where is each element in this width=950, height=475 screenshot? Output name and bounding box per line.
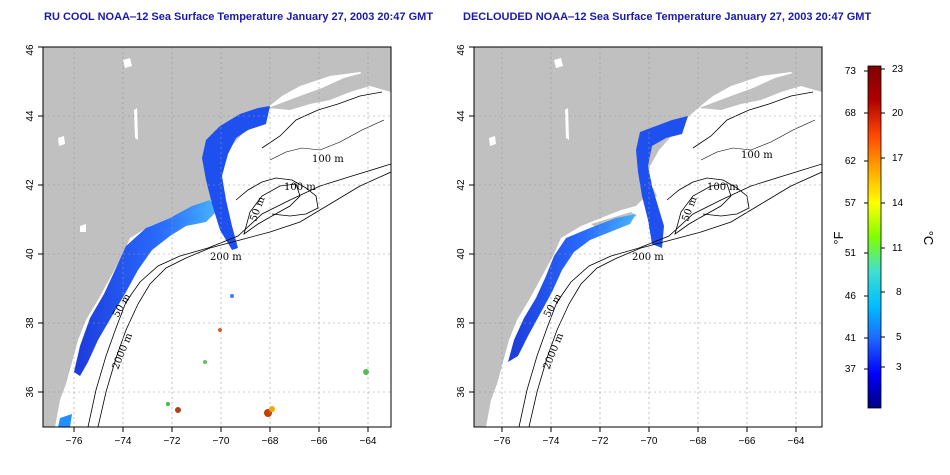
contour-50m	[674, 183, 732, 235]
lake	[554, 58, 563, 68]
x-tick-label: −66	[739, 436, 756, 447]
colorbar	[867, 65, 882, 409]
sst-coastal-band	[74, 200, 218, 376]
fahrenheit-label: °F	[831, 231, 846, 244]
contour-inner	[700, 119, 816, 161]
contour-2000m	[97, 171, 391, 427]
grid-lines	[43, 47, 391, 427]
lake	[80, 224, 86, 232]
celsius-tick: 5	[896, 332, 902, 343]
y-tick-label: 36	[25, 386, 36, 398]
right-y-axis	[469, 46, 474, 393]
celsius-tick: 14	[892, 198, 904, 209]
fahrenheit-tick: 73	[845, 66, 857, 77]
fahrenheit-tick: 62	[845, 156, 857, 167]
right-panel-title: DECLOUDED NOAA‒12 Sea Surface Temperatur…	[463, 11, 872, 23]
x-tick-label: −74	[115, 436, 132, 447]
fahrenheit-tick: 37	[845, 364, 857, 375]
right-map-frame	[473, 46, 823, 428]
contour-100m	[666, 177, 750, 217]
contour-200m	[518, 163, 822, 427]
x-tick-label: −70	[641, 436, 658, 447]
y-tick-label: 44	[456, 110, 467, 122]
contour-50m	[243, 183, 301, 235]
right-x-axis	[501, 427, 797, 432]
y-tick-label: 38	[25, 317, 36, 329]
y-tick-label: 44	[25, 110, 36, 122]
land-mass	[474, 47, 822, 427]
sst-speck	[203, 360, 207, 364]
y-tick-label: 36	[456, 386, 467, 398]
contour-100m	[692, 91, 814, 149]
y-tick-label: 38	[456, 317, 467, 329]
y-tick-label: 40	[456, 248, 467, 260]
celsius-tick: 11	[892, 243, 903, 254]
y-tick-label: 42	[456, 179, 467, 191]
sst-speck	[230, 294, 234, 298]
lake	[58, 136, 65, 146]
sst-gulf-of-maine	[202, 106, 270, 250]
contour-200m	[87, 163, 391, 427]
y-tick-label: 46	[25, 44, 36, 56]
contour-label: 200 m	[210, 252, 242, 263]
contour-label: 100 m	[707, 182, 739, 193]
nova-scotia	[699, 70, 822, 110]
contour-100m	[261, 91, 383, 149]
right-map: 100 m 100 m 50 m 200 m 50 m 2000 m	[474, 47, 822, 427]
contour-2000m	[528, 171, 822, 427]
colorbar-ticks	[864, 68, 885, 370]
lake	[489, 136, 496, 146]
x-tick-label: −70	[213, 436, 230, 447]
left-y-axis	[38, 46, 43, 393]
celsius-tick: 8	[896, 287, 902, 298]
contour-label: 100 m	[741, 150, 773, 161]
x-tick-label: −76	[66, 436, 83, 447]
sst-speck	[363, 369, 369, 375]
fahrenheit-tick: 68	[845, 108, 857, 119]
celsius-tick: 20	[892, 108, 904, 119]
celsius-tick: 3	[896, 362, 902, 373]
fahrenheit-tick: 57	[845, 198, 857, 209]
sst-speck	[218, 328, 222, 332]
celsius-tick: 17	[892, 153, 904, 164]
fahrenheit-tick: 41	[845, 333, 857, 344]
x-tick-label: −66	[311, 436, 328, 447]
x-tick-label: −68	[690, 436, 707, 447]
sst-speck	[175, 407, 181, 413]
contour-100m	[235, 177, 319, 217]
left-panel-title: RU COOL NOAA‒12 Sea Surface Temperature …	[44, 11, 434, 23]
contour-label: 200 m	[632, 252, 664, 263]
sst-speck	[269, 406, 275, 412]
contour-inner	[269, 119, 385, 161]
grid-lines	[474, 47, 822, 427]
sst-speck	[166, 402, 170, 406]
fahrenheit-tick: 51	[845, 248, 857, 259]
y-tick-label: 42	[25, 179, 36, 191]
contour-label: 100 m	[312, 154, 344, 165]
land-mass	[43, 47, 391, 427]
left-x-axis	[73, 427, 369, 432]
x-tick-label: −64	[360, 436, 377, 447]
sst-fragment	[58, 414, 72, 427]
left-map: 100 m 100 m 50 m 200 m 50 m 2000 m	[43, 47, 391, 427]
fahrenheit-tick: 46	[845, 291, 857, 302]
y-tick-label: 46	[456, 44, 467, 56]
y-tick-label: 40	[25, 248, 36, 260]
celsius-label: °C	[921, 231, 936, 246]
contour-label: 100 m	[284, 182, 316, 193]
x-tick-label: −72	[592, 436, 609, 447]
sst-coastal-band	[508, 214, 636, 362]
x-tick-label: −68	[262, 436, 279, 447]
celsius-tick: 23	[892, 64, 904, 75]
x-tick-label: −72	[164, 436, 181, 447]
x-tick-label: −74	[543, 436, 560, 447]
x-tick-label: −64	[788, 436, 805, 447]
nova-scotia	[268, 70, 391, 110]
lake	[123, 58, 132, 68]
left-map-frame	[42, 46, 392, 428]
x-tick-label: −76	[494, 436, 511, 447]
